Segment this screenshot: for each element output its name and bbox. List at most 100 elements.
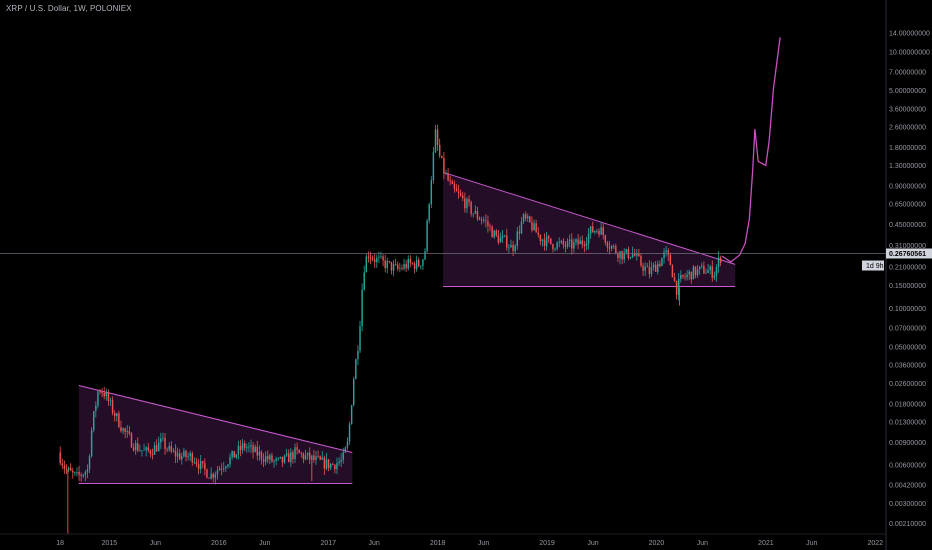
candle[interactable] <box>524 211 527 222</box>
candle[interactable] <box>273 459 275 468</box>
candle[interactable] <box>533 219 535 232</box>
candle[interactable] <box>390 261 393 275</box>
candle[interactable] <box>682 274 684 280</box>
candle[interactable] <box>690 271 693 284</box>
candle[interactable] <box>424 248 426 261</box>
candle[interactable] <box>380 251 382 260</box>
candle[interactable] <box>254 444 256 453</box>
candle[interactable] <box>663 247 665 264</box>
candle[interactable] <box>103 386 105 400</box>
candle[interactable] <box>74 471 76 476</box>
candle[interactable] <box>669 252 672 266</box>
candle[interactable] <box>139 444 141 452</box>
candle[interactable] <box>638 248 640 257</box>
candle[interactable] <box>202 460 204 469</box>
candle[interactable] <box>501 229 504 243</box>
candle[interactable] <box>562 238 565 249</box>
candle[interactable] <box>675 280 678 300</box>
candle[interactable] <box>399 262 401 273</box>
candle[interactable] <box>258 445 261 461</box>
candle[interactable] <box>539 234 542 246</box>
candle[interactable] <box>535 219 537 233</box>
candle[interactable] <box>606 240 609 252</box>
candle[interactable] <box>589 225 592 239</box>
candle[interactable] <box>233 451 235 458</box>
candle[interactable] <box>667 247 669 262</box>
candle[interactable] <box>59 446 61 466</box>
projection-line[interactable] <box>721 37 781 263</box>
candle[interactable] <box>650 261 653 277</box>
candle[interactable] <box>478 216 481 221</box>
candle[interactable] <box>168 442 170 452</box>
candle[interactable] <box>264 451 267 466</box>
candle[interactable] <box>631 246 634 259</box>
candle[interactable] <box>654 260 657 272</box>
candle[interactable] <box>69 463 72 472</box>
candle[interactable] <box>235 453 238 460</box>
candle[interactable] <box>717 250 720 273</box>
candle[interactable] <box>185 449 187 462</box>
candle[interactable] <box>474 205 477 215</box>
candle[interactable] <box>594 230 596 235</box>
candle[interactable] <box>72 467 74 479</box>
candle[interactable] <box>451 179 454 185</box>
candle[interactable] <box>327 459 330 472</box>
candle[interactable] <box>579 236 581 245</box>
candle[interactable] <box>134 439 137 455</box>
candle[interactable] <box>600 221 602 235</box>
candle[interactable] <box>384 254 386 273</box>
candle[interactable] <box>386 257 389 274</box>
candle[interactable] <box>109 397 112 407</box>
candle[interactable] <box>124 427 126 439</box>
candle[interactable] <box>308 447 311 464</box>
candle[interactable] <box>573 238 575 253</box>
candle[interactable] <box>193 457 196 465</box>
candle[interactable] <box>147 442 149 453</box>
candle[interactable] <box>300 451 303 458</box>
candle[interactable] <box>287 449 290 463</box>
candle[interactable] <box>95 401 97 418</box>
candle[interactable] <box>174 444 177 464</box>
candle[interactable] <box>522 213 525 224</box>
candle[interactable] <box>453 180 456 193</box>
candle[interactable] <box>659 260 661 268</box>
candle[interactable] <box>671 264 674 278</box>
candle[interactable] <box>696 265 699 279</box>
candle[interactable] <box>243 440 246 452</box>
candle[interactable] <box>216 465 219 480</box>
candle[interactable] <box>348 421 351 445</box>
candle[interactable] <box>162 432 164 442</box>
candle[interactable] <box>122 427 124 435</box>
candle[interactable] <box>237 440 240 460</box>
candle[interactable] <box>462 191 464 202</box>
candle[interactable] <box>552 243 554 253</box>
candle[interactable] <box>560 239 563 245</box>
candle[interactable] <box>604 234 607 246</box>
candle[interactable] <box>480 216 483 225</box>
candle[interactable] <box>155 439 158 453</box>
candle[interactable] <box>680 270 682 283</box>
candle[interactable] <box>340 453 342 467</box>
candle[interactable] <box>688 269 690 281</box>
candle[interactable] <box>262 453 265 467</box>
candle[interactable] <box>518 225 521 240</box>
candle[interactable] <box>415 255 418 272</box>
candle[interactable] <box>191 451 194 466</box>
candle[interactable] <box>428 202 430 224</box>
candle[interactable] <box>640 253 642 268</box>
candle[interactable] <box>468 195 470 207</box>
candle[interactable] <box>466 197 468 214</box>
candle[interactable] <box>520 216 523 235</box>
candle[interactable] <box>531 216 533 233</box>
candle[interactable] <box>612 244 615 250</box>
candle[interactable] <box>550 238 552 245</box>
candle[interactable] <box>703 261 705 275</box>
candle[interactable] <box>449 175 451 186</box>
candle[interactable] <box>413 261 416 274</box>
candle[interactable] <box>153 442 156 456</box>
candle[interactable] <box>516 227 519 250</box>
candle[interactable] <box>225 465 227 473</box>
candle[interactable] <box>183 447 185 458</box>
candle[interactable] <box>137 437 139 453</box>
candle[interactable] <box>527 213 529 222</box>
